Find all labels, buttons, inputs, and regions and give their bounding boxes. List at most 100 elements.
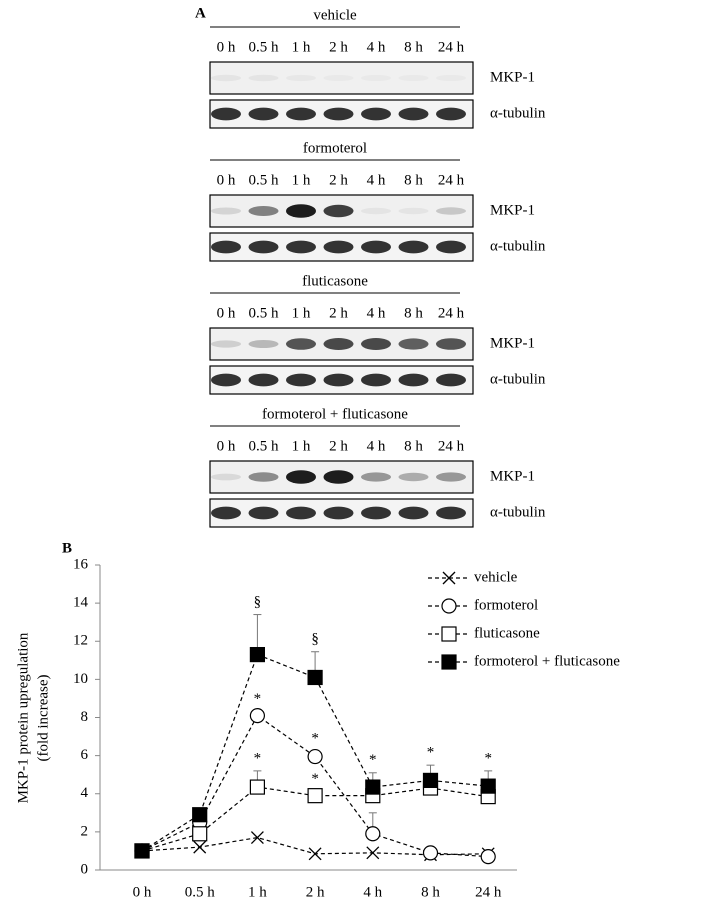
band bbox=[248, 472, 279, 482]
marker bbox=[480, 778, 496, 794]
band bbox=[361, 373, 391, 387]
band bbox=[361, 107, 391, 121]
time-label: 2 h bbox=[329, 305, 348, 321]
panel-a: vehicle 0 h 0.5 h 1 h 2 h 4 h 8 h 24 h MKP-1 α-tu… bbox=[209, 7, 546, 528]
y-tick-label: 16 bbox=[73, 556, 89, 572]
marker-stroke bbox=[366, 846, 380, 860]
panel-b: 0 2 4 6 8 10 12 14 16 0 h 0.5 h 1 h 2 h 4 h 8 h 24 h veh… bbox=[73, 556, 620, 900]
marker bbox=[249, 646, 265, 663]
band bbox=[286, 373, 316, 387]
marker-stroke bbox=[193, 840, 207, 854]
group-label: formoterol + fluticasone bbox=[262, 406, 408, 422]
marker bbox=[249, 707, 265, 724]
band bbox=[323, 338, 354, 350]
time-label: 0 h bbox=[217, 438, 236, 454]
y-tick-label: 4 bbox=[81, 785, 89, 801]
annotation: * bbox=[311, 730, 319, 746]
time-label: 1 h bbox=[292, 172, 311, 188]
marker bbox=[134, 843, 150, 859]
marker-stroke bbox=[442, 571, 456, 585]
band bbox=[248, 74, 279, 82]
legend-label: formoterol + fluticasone bbox=[474, 653, 620, 669]
marker bbox=[480, 849, 496, 865]
group-label: fluticasone bbox=[302, 273, 368, 289]
band bbox=[286, 338, 316, 350]
band bbox=[323, 240, 354, 254]
band bbox=[211, 107, 241, 121]
time-label: 1 h bbox=[292, 39, 311, 55]
y-axis-label: (fold increase) bbox=[35, 674, 51, 761]
time-label: 8 h bbox=[404, 172, 423, 188]
band bbox=[436, 506, 466, 520]
band bbox=[361, 338, 391, 350]
time-label: 1 h bbox=[292, 305, 311, 321]
band bbox=[398, 506, 429, 520]
time-label: 2 h bbox=[329, 172, 348, 188]
annotation: * bbox=[484, 750, 492, 766]
band bbox=[361, 472, 391, 482]
legend-label: fluticasone bbox=[474, 625, 540, 641]
band bbox=[248, 240, 279, 254]
time-label: 0 h bbox=[217, 39, 236, 55]
marker bbox=[441, 598, 457, 614]
legend-label: vehicle bbox=[474, 569, 518, 585]
annotation: § bbox=[311, 631, 319, 647]
band bbox=[248, 206, 279, 216]
x-tick-label: 8 h bbox=[421, 884, 440, 900]
band bbox=[286, 204, 316, 218]
marker bbox=[307, 748, 323, 765]
x-tick-label: 0 h bbox=[133, 884, 152, 900]
group-label: formoterol bbox=[303, 140, 367, 156]
band bbox=[398, 373, 429, 387]
band bbox=[211, 74, 241, 82]
marker bbox=[192, 826, 208, 842]
band-label: MKP-1 bbox=[490, 335, 535, 351]
band bbox=[211, 373, 241, 387]
marker bbox=[366, 846, 380, 860]
band-label: α-tubulin bbox=[490, 371, 546, 387]
band bbox=[324, 75, 354, 81]
marker bbox=[192, 807, 208, 823]
band bbox=[211, 473, 241, 481]
group-label: vehicle bbox=[313, 7, 357, 23]
band bbox=[398, 207, 429, 215]
annotation: * bbox=[254, 750, 262, 766]
band-label: MKP-1 bbox=[490, 202, 535, 218]
time-label: 0.5 h bbox=[249, 172, 280, 188]
annotation: * bbox=[427, 745, 435, 761]
x-tick-label: 2 h bbox=[306, 884, 325, 900]
x-tick-label: 0.5 h bbox=[185, 884, 216, 900]
panel-label: B bbox=[62, 540, 72, 556]
marker-stroke bbox=[250, 831, 264, 845]
annotation: * bbox=[369, 752, 377, 768]
band bbox=[436, 75, 466, 81]
time-label: 1 h bbox=[292, 438, 311, 454]
time-label: 24 h bbox=[438, 172, 465, 188]
legend-label: formoterol bbox=[474, 597, 538, 613]
y-tick-label: 6 bbox=[81, 747, 89, 763]
marker bbox=[442, 571, 456, 585]
band bbox=[436, 107, 466, 121]
marker bbox=[441, 654, 457, 670]
time-label: 8 h bbox=[404, 438, 423, 454]
x-tick-label: 4 h bbox=[363, 884, 382, 900]
blot bbox=[209, 61, 474, 95]
marker bbox=[250, 831, 264, 845]
marker bbox=[193, 840, 207, 854]
band bbox=[286, 470, 316, 484]
marker-stroke bbox=[308, 847, 322, 861]
marker bbox=[365, 826, 381, 842]
panel-label: A bbox=[195, 5, 206, 21]
x-tick-label: 1 h bbox=[248, 884, 267, 900]
x-tick-label: 24 h bbox=[475, 884, 502, 900]
band-label: α-tubulin bbox=[490, 504, 546, 520]
marker bbox=[307, 669, 323, 686]
band bbox=[436, 240, 466, 254]
marker bbox=[441, 626, 457, 642]
time-label: 2 h bbox=[329, 39, 348, 55]
band bbox=[248, 506, 279, 520]
band bbox=[436, 373, 466, 387]
time-label: 8 h bbox=[404, 305, 423, 321]
time-label: 0 h bbox=[217, 172, 236, 188]
